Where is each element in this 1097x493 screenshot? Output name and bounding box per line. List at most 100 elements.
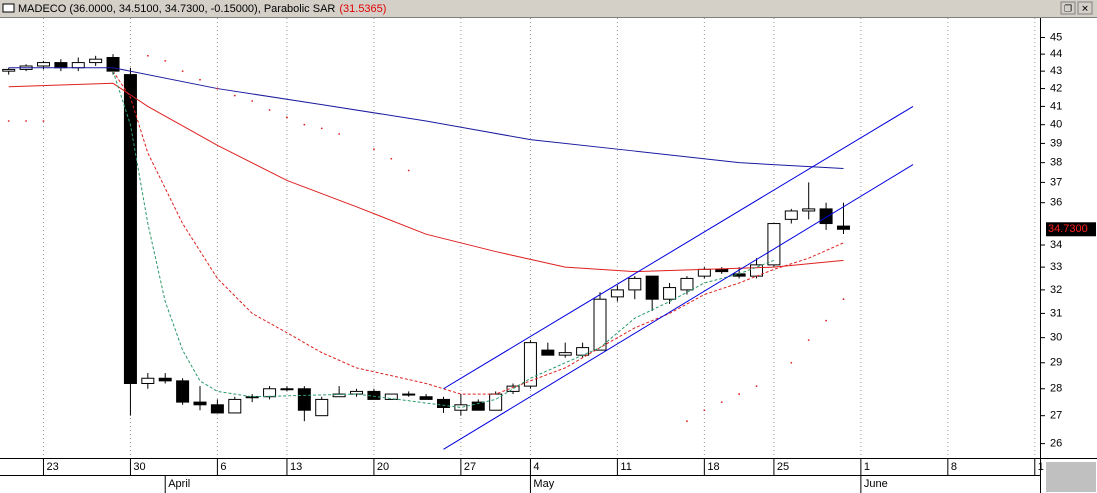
candle-body [71,62,85,69]
candle-body [193,401,207,406]
candle-body [228,398,242,414]
y-tick-label: 26 [1050,438,1062,450]
y-tick-label: 27 [1050,410,1062,422]
candle-body [141,377,155,384]
sar-dot [407,169,410,172]
overlay-line [443,164,914,450]
overlay-line [443,105,914,390]
restore-button[interactable] [1060,1,1076,15]
candle-body [715,268,729,273]
candle-body [280,388,294,391]
corner-box [1046,462,1096,492]
sar-dot [216,87,219,90]
x-tick-label: 23 [46,461,58,473]
sar-dot [286,116,288,119]
sar-dot [181,70,184,73]
sar-dot [703,409,706,412]
candle-body [523,342,537,387]
sar-dot [303,123,306,126]
y-tick-label: 32 [1050,284,1062,296]
candle-body [36,62,50,67]
candle-body [123,74,137,384]
candle-body [750,264,764,277]
candle-body [819,208,833,225]
candle-body [89,58,103,64]
candle-body [489,393,503,411]
candle-body [384,393,398,400]
candle-body [419,396,433,400]
x-tick-label: 20 [377,461,389,473]
candle-body [593,298,607,351]
y-tick-label: 44 [1050,48,1062,60]
x-tick-label: 8 [951,461,957,473]
sar-dot [42,120,45,122]
y-tick-label: 42 [1050,82,1062,94]
sar-dot [686,420,688,423]
x-tick-label: 13 [290,461,302,473]
overlay-line [8,67,844,170]
sar-dot [755,385,758,388]
candle-body [454,404,468,411]
candle-body [610,289,624,298]
candle-body [176,380,190,403]
x-tick-label: 4 [533,461,539,473]
sar-dot [7,120,10,122]
candle-body [106,56,120,72]
candle-body [680,277,694,291]
y-tick-label: 41 [1050,100,1062,112]
candle-body [697,268,711,277]
sar-dot [373,148,375,151]
candle-body [541,349,555,356]
sar-dot [233,94,236,97]
candle-body [297,388,311,411]
y-tick-label: 39 [1050,137,1062,149]
x-tick-label: 1 [864,461,870,473]
overlay-line [112,70,844,395]
window-icon [2,3,15,13]
candle-body [802,208,816,212]
y-tick-label: 29 [1050,357,1062,369]
candle-body [54,62,68,69]
close-button[interactable] [1077,1,1093,15]
x-tick-label: 11 [620,461,631,473]
candle-body [245,396,259,399]
sar-dot [790,361,793,364]
title-bar [0,0,1097,17]
candle-body [210,404,224,414]
x-tick-label: 27 [464,461,476,473]
sar-dot [720,401,723,403]
candle-body [367,390,381,400]
x-tick-label: 25 [777,461,789,473]
sar-dot [738,393,741,395]
candle-body [315,398,329,417]
candle-body [2,68,16,72]
candle-body [471,401,485,411]
sar-dot [25,120,27,122]
candle-body [767,223,781,266]
y-tick-label: 45 [1050,31,1062,43]
sar-dot [842,298,845,301]
y-tick-label: 34 [1050,239,1062,251]
sar-dot [338,133,341,135]
sar-dot [251,100,254,102]
candle-body [663,287,677,300]
month-label: June [864,478,888,490]
x-tick-label: 30 [133,461,145,473]
candle-body [263,388,277,398]
y-tick-label: 28 [1050,383,1062,395]
y-tick-label: 37 [1050,176,1062,188]
candle-body [576,347,590,356]
month-label: April [168,478,190,490]
sar-dot [807,339,810,342]
sar-dot [320,127,323,130]
candle-body [436,398,450,409]
y-tick-label: 36 [1050,197,1062,209]
sar-dot [825,319,827,322]
y-tick-label: 31 [1050,307,1062,319]
candle-body [402,393,416,396]
x-tick-label: 1 [1038,461,1044,473]
y-tick-label: 33 [1050,261,1062,273]
sar-dot [164,59,167,62]
candle-body [506,385,520,392]
